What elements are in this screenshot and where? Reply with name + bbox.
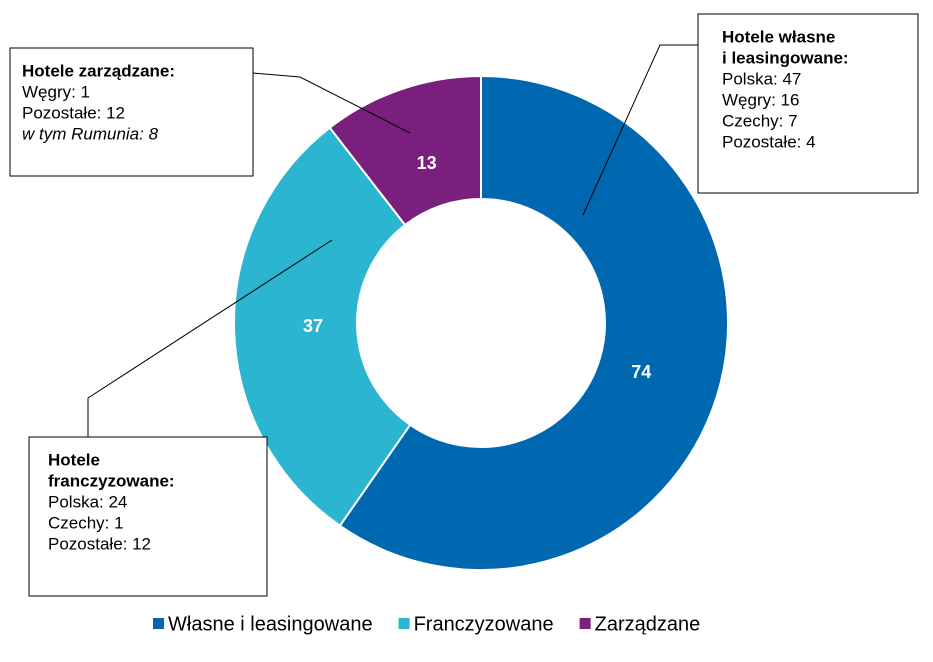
legend-swatch xyxy=(579,618,591,629)
value-label: 37 xyxy=(303,316,323,336)
connector-line xyxy=(582,44,698,216)
connector-line xyxy=(252,72,411,134)
annotation-title: Hotele xyxy=(48,450,100,469)
annotation-title: i leasingowane: xyxy=(722,48,849,67)
annotation-line: Węgry: 16 xyxy=(722,90,799,109)
annotation-line: Polska: 47 xyxy=(722,69,801,88)
annotation-title: franczyzowane: xyxy=(48,471,175,490)
value-label: 13 xyxy=(417,153,437,173)
annotation-line: Pozostałe: 12 xyxy=(48,534,151,553)
value-label: 74 xyxy=(631,362,651,382)
legend-swatch xyxy=(398,618,410,629)
annotation-line: Pozostałe: 12 xyxy=(22,103,125,122)
legend-label: Własne i leasingowane xyxy=(168,613,373,635)
annotation-line: Polska: 24 xyxy=(48,492,127,511)
donut-slice xyxy=(338,74,729,571)
annotation-line: Pozostałe: 4 xyxy=(722,132,816,151)
annotation-box xyxy=(697,13,919,194)
annotation-line: Czechy: 7 xyxy=(722,111,798,130)
annotation-box xyxy=(28,436,268,597)
legend-swatch xyxy=(153,618,164,629)
annotation-box xyxy=(9,47,254,177)
legend-label: Zarządzane xyxy=(595,613,701,635)
legend-label: Franczyzowane xyxy=(414,613,554,635)
annotation-line: Węgry: 1 xyxy=(22,82,90,101)
donut-slice xyxy=(328,74,482,227)
annotation-title: Hotele zarządzane: xyxy=(22,61,175,80)
annotation-line: w tym Rumunia: 8 xyxy=(22,124,159,143)
connector-line xyxy=(87,239,333,437)
annotation-title: Hotele własne xyxy=(722,27,835,46)
donut-slice xyxy=(233,126,412,528)
annotation-line: Czechy: 1 xyxy=(48,513,124,532)
